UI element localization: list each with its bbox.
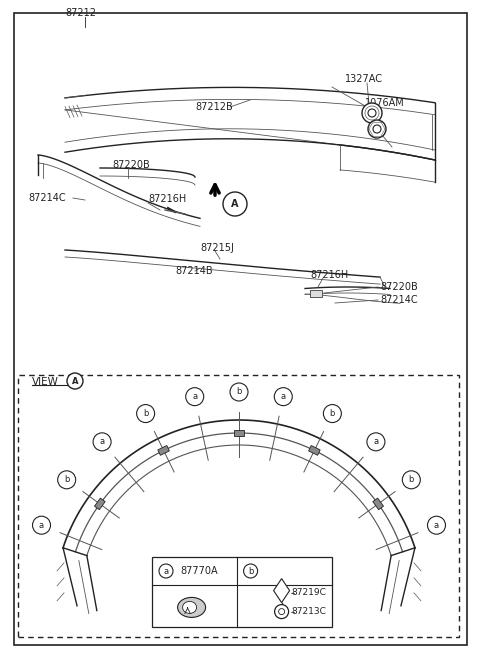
Circle shape (402, 471, 420, 489)
Text: b: b (330, 409, 335, 418)
Circle shape (223, 192, 247, 216)
Circle shape (93, 433, 111, 451)
Text: a: a (163, 567, 168, 576)
Text: b: b (408, 476, 414, 484)
Text: 87216H: 87216H (148, 194, 186, 204)
Text: 1327AC: 1327AC (345, 74, 383, 84)
Text: 87214B: 87214B (175, 266, 213, 276)
Text: a: a (99, 438, 105, 446)
Text: 87220B: 87220B (112, 160, 150, 170)
Ellipse shape (182, 601, 197, 613)
Circle shape (362, 103, 382, 123)
Text: a: a (281, 392, 286, 401)
Polygon shape (274, 578, 289, 603)
Circle shape (373, 125, 381, 133)
Text: a: a (373, 438, 378, 446)
Circle shape (324, 405, 341, 422)
Text: 87219C: 87219C (292, 588, 326, 597)
Circle shape (367, 433, 385, 451)
Text: b: b (248, 567, 253, 576)
Circle shape (278, 608, 285, 614)
Circle shape (275, 605, 288, 618)
Text: 87215J: 87215J (200, 243, 234, 253)
Text: A: A (72, 377, 78, 386)
Polygon shape (373, 498, 384, 510)
Circle shape (159, 564, 173, 578)
Text: 87214C: 87214C (28, 193, 66, 203)
Circle shape (368, 109, 376, 117)
Ellipse shape (178, 597, 205, 618)
Text: b: b (64, 476, 70, 484)
Circle shape (274, 388, 292, 405)
Text: b: b (236, 388, 242, 396)
Text: a: a (434, 521, 439, 530)
Circle shape (243, 564, 258, 578)
Text: 87212: 87212 (65, 8, 96, 18)
Text: b: b (143, 409, 148, 418)
Bar (310, 290, 322, 297)
Text: 87220B: 87220B (380, 282, 418, 292)
Bar (18, 375, 459, 637)
Text: A: A (231, 199, 239, 209)
Polygon shape (95, 498, 105, 510)
Text: 87213C: 87213C (292, 607, 326, 616)
Text: 87212B: 87212B (195, 102, 233, 112)
Circle shape (58, 471, 76, 489)
Text: 1076AM: 1076AM (365, 98, 405, 108)
Circle shape (67, 373, 83, 389)
Circle shape (428, 516, 445, 534)
Text: VIEW: VIEW (32, 377, 59, 387)
Circle shape (33, 516, 50, 534)
Text: a: a (39, 521, 44, 530)
Circle shape (137, 405, 155, 422)
Polygon shape (158, 445, 169, 455)
Circle shape (186, 388, 204, 405)
Bar (152, 557, 332, 627)
Text: 87770A: 87770A (180, 566, 217, 576)
Circle shape (230, 383, 248, 401)
Text: 87216H: 87216H (310, 270, 348, 280)
Polygon shape (309, 445, 320, 455)
Text: a: a (192, 392, 197, 401)
Text: 87214C: 87214C (380, 295, 418, 305)
Polygon shape (234, 430, 244, 436)
Circle shape (368, 120, 386, 138)
